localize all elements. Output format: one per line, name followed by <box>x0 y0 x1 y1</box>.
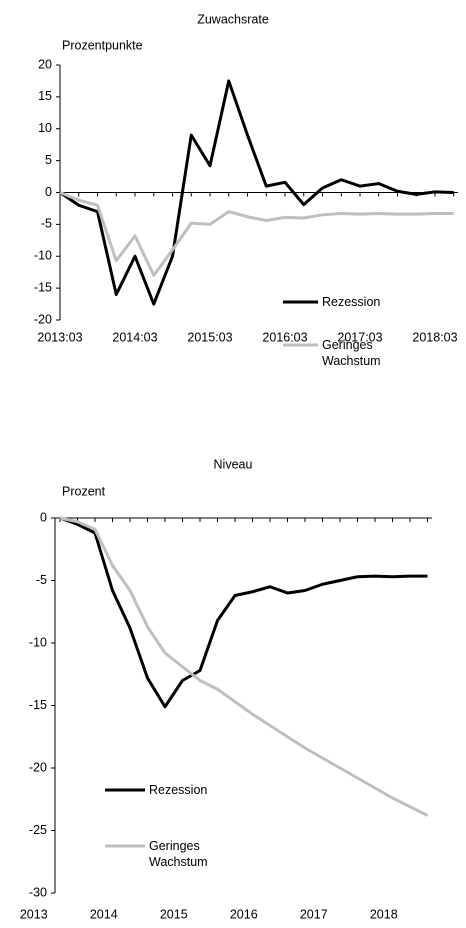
chart-title: Zuwachsrate <box>197 12 269 26</box>
series-line <box>59 516 428 709</box>
x-tick-label: 2017 <box>300 907 328 921</box>
legend-label: Rezession <box>322 295 381 309</box>
y-tick-label: -20 <box>29 760 47 774</box>
y-tick-label: -25 <box>29 823 47 837</box>
y-tick-label: 0 <box>40 510 47 524</box>
series-line <box>59 191 454 277</box>
x-tick-label: 2018 <box>370 907 398 921</box>
y-tick-label: -5 <box>41 217 52 231</box>
x-tick-label: 2013 <box>20 907 48 921</box>
legend-label: Rezession <box>149 783 208 797</box>
series-line <box>59 79 454 306</box>
y-axis-label: Prozent <box>62 484 106 498</box>
y-tick-label: -15 <box>34 280 52 294</box>
x-tick-label: 2016:03 <box>262 330 307 344</box>
x-tick-label: 2015 <box>160 907 188 921</box>
y-tick-label: 0 <box>45 185 52 199</box>
y-axis-label: Prozentpunkte <box>62 38 143 52</box>
y-tick-label: -30 <box>29 885 47 899</box>
y-tick-label: -5 <box>36 573 47 587</box>
y-tick-label: 5 <box>45 153 52 167</box>
x-tick-label: 2018:03 <box>412 330 457 344</box>
x-tick-label: 2015:03 <box>187 330 232 344</box>
x-tick-label: 2013:03 <box>37 330 82 344</box>
y-tick-label: -10 <box>29 635 47 649</box>
y-tick-label: -15 <box>29 698 47 712</box>
series-line <box>59 516 429 817</box>
x-tick-label: 2017:03 <box>337 330 382 344</box>
y-tick-label: 20 <box>38 57 52 71</box>
legend-label: Geringes Wachstum <box>149 839 208 869</box>
x-tick-label: 2016 <box>230 907 258 921</box>
y-tick-label: 15 <box>38 89 52 103</box>
legend-label: Geringes Wachstum <box>322 338 381 368</box>
x-tick-label: 2014:03 <box>112 330 157 344</box>
y-tick-label: -20 <box>34 312 52 326</box>
y-tick-label: -10 <box>34 249 52 263</box>
chart-title: Niveau <box>214 457 253 471</box>
x-tick-label: 2014 <box>90 907 118 921</box>
y-tick-label: 10 <box>38 121 52 135</box>
